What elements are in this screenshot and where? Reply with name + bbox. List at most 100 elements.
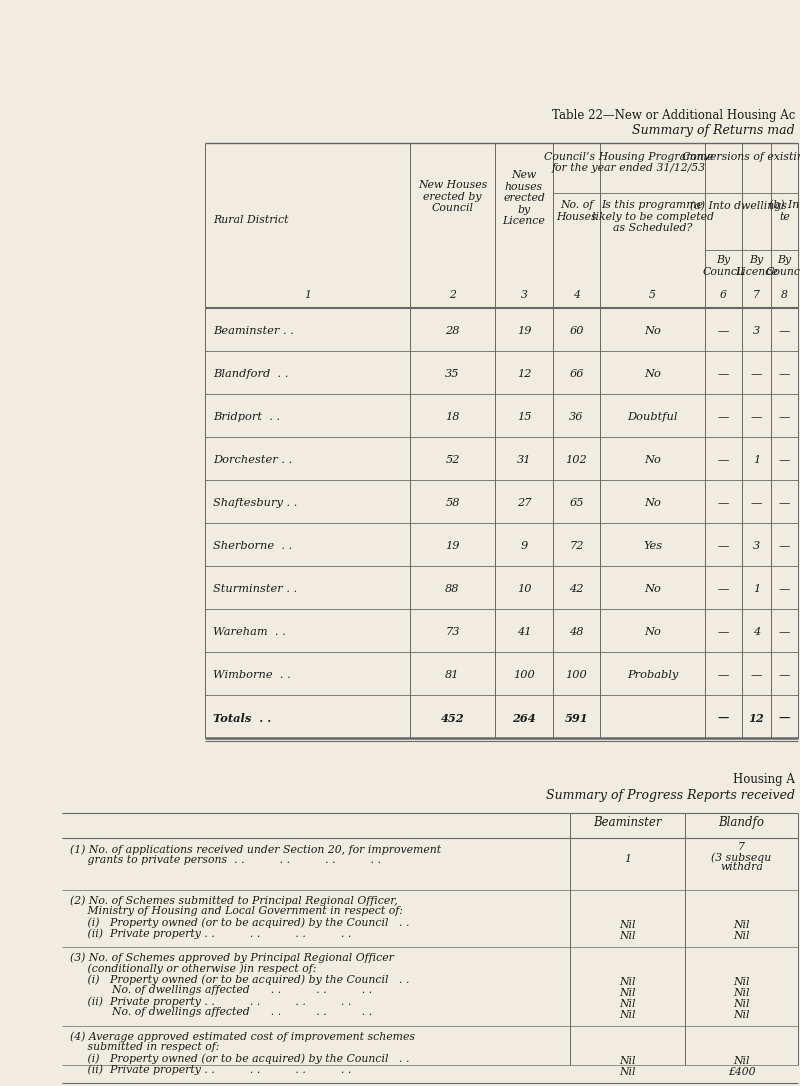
Text: withdra: withdra — [720, 862, 763, 872]
Text: Sherborne  . .: Sherborne . . — [213, 541, 292, 551]
Text: 88: 88 — [446, 584, 460, 594]
Text: Sturminster . .: Sturminster . . — [213, 584, 298, 594]
Text: Nil: Nil — [619, 931, 636, 940]
Text: No. of
Houses: No. of Houses — [556, 200, 597, 222]
Text: Nil: Nil — [734, 988, 750, 998]
Text: 7: 7 — [738, 842, 745, 853]
Text: (3 subsequ: (3 subsequ — [711, 853, 772, 862]
Text: Blandford  . .: Blandford . . — [213, 369, 288, 379]
Text: Wareham  . .: Wareham . . — [213, 627, 286, 637]
Text: Bridport  . .: Bridport . . — [213, 412, 280, 422]
Text: 3: 3 — [753, 326, 760, 336]
Text: 9: 9 — [520, 541, 528, 551]
Text: Shaftesbury . .: Shaftesbury . . — [213, 498, 298, 508]
Text: —: — — [779, 455, 790, 465]
Text: 31: 31 — [517, 455, 531, 465]
Text: Totals  . .: Totals . . — [213, 712, 271, 723]
Text: 100: 100 — [566, 670, 587, 680]
Text: No: No — [644, 455, 661, 465]
Text: Beaminster . .: Beaminster . . — [213, 326, 294, 336]
Text: Housing A: Housing A — [733, 773, 795, 786]
Text: 3: 3 — [753, 541, 760, 551]
Text: Nil: Nil — [734, 999, 750, 1009]
Text: —: — — [751, 670, 762, 680]
Text: 1: 1 — [753, 455, 760, 465]
Text: 12: 12 — [749, 712, 764, 723]
Text: £400: £400 — [728, 1068, 755, 1077]
Text: (2) No. of Schemes submitted to Principal Regional Officer,: (2) No. of Schemes submitted to Principa… — [70, 895, 398, 906]
Text: By
Counci: By Counci — [766, 255, 800, 277]
Text: 1: 1 — [753, 584, 760, 594]
Text: Council’s Housing Programme: Council’s Housing Programme — [544, 152, 714, 162]
Text: (i)   Property owned (or to be acquired) by the Council   . .: (i) Property owned (or to be acquired) b… — [70, 974, 410, 985]
Text: Rural District: Rural District — [213, 215, 289, 225]
Text: 591: 591 — [565, 712, 588, 723]
Text: No: No — [644, 627, 661, 637]
Text: (ii)  Private property . .          . .          . .          . .: (ii) Private property . . . . . . . . — [70, 929, 351, 938]
Text: 18: 18 — [446, 412, 460, 422]
Text: —: — — [718, 412, 729, 422]
Text: (ii)  Private property . .          . .          . .          . .: (ii) Private property . . . . . . . . — [70, 1064, 351, 1074]
Text: —: — — [779, 584, 790, 594]
Text: —: — — [751, 498, 762, 508]
Text: 7: 7 — [753, 290, 760, 300]
Text: —: — — [718, 455, 729, 465]
Text: 81: 81 — [446, 670, 460, 680]
Text: Beaminster: Beaminster — [594, 816, 662, 829]
Text: (3) No. of Schemes approved by Principal Regional Officer: (3) No. of Schemes approved by Principal… — [70, 952, 394, 962]
Text: Nil: Nil — [619, 1056, 636, 1066]
Text: 452: 452 — [441, 712, 464, 723]
Text: grants to private persons  . .          . .          . .          . .: grants to private persons . . . . . . . … — [70, 855, 381, 866]
Text: Summary of Progress Reports received: Summary of Progress Reports received — [546, 790, 795, 801]
Text: No: No — [644, 584, 661, 594]
Text: Nil: Nil — [619, 977, 636, 987]
Text: —: — — [779, 412, 790, 422]
Text: By
Licence: By Licence — [735, 255, 778, 277]
Text: No. of dwellings affected      . .          . .          . .: No. of dwellings affected . . . . . . — [70, 1007, 372, 1016]
Text: 10: 10 — [517, 584, 531, 594]
Text: 1: 1 — [624, 854, 631, 864]
Text: —: — — [779, 498, 790, 508]
Text: —: — — [779, 326, 790, 336]
Text: 72: 72 — [570, 541, 584, 551]
Text: No: No — [644, 326, 661, 336]
Text: New Houses
erected by
Council: New Houses erected by Council — [418, 180, 487, 213]
Text: Nil: Nil — [734, 920, 750, 930]
Text: 19: 19 — [446, 541, 460, 551]
Text: 73: 73 — [446, 627, 460, 637]
Text: Table 22—New or Additional Housing Ac: Table 22—New or Additional Housing Ac — [552, 109, 795, 122]
Text: Nil: Nil — [619, 920, 636, 930]
Text: 52: 52 — [446, 455, 460, 465]
Text: —: — — [718, 712, 729, 723]
Text: 35: 35 — [446, 369, 460, 379]
Text: (a) Into dwellings: (a) Into dwellings — [690, 200, 786, 211]
Text: Nil: Nil — [619, 988, 636, 998]
Text: (b) In
te: (b) In te — [770, 200, 800, 222]
Text: (conditionally or otherwise )in respect of:: (conditionally or otherwise )in respect … — [70, 963, 316, 973]
Text: submitted in respect of:: submitted in respect of: — [70, 1041, 219, 1052]
Text: 264: 264 — [512, 712, 536, 723]
Text: —: — — [779, 670, 790, 680]
Text: for the year ended 31/12/53: for the year ended 31/12/53 — [552, 163, 706, 173]
Text: —: — — [779, 369, 790, 379]
Text: (i)   Property owned (or to be acquired) by the Council   . .: (i) Property owned (or to be acquired) b… — [70, 917, 410, 927]
Text: 27: 27 — [517, 498, 531, 508]
Text: 65: 65 — [570, 498, 584, 508]
Text: Nil: Nil — [619, 1068, 636, 1077]
Text: 2: 2 — [449, 290, 456, 300]
Text: Blandfo: Blandfo — [718, 816, 765, 829]
Text: 48: 48 — [570, 627, 584, 637]
Text: —: — — [751, 412, 762, 422]
Text: Nil: Nil — [734, 1010, 750, 1020]
Text: 41: 41 — [517, 627, 531, 637]
Text: Doubtful: Doubtful — [627, 412, 678, 422]
Text: —: — — [779, 627, 790, 637]
Text: 15: 15 — [517, 412, 531, 422]
Text: 66: 66 — [570, 369, 584, 379]
Text: 6: 6 — [720, 290, 727, 300]
Text: By
Council: By Council — [702, 255, 745, 277]
Text: (i)   Property owned (or to be acquired) by the Council   . .: (i) Property owned (or to be acquired) b… — [70, 1053, 410, 1063]
Text: Is this programme
likely to be completed
as Scheduled?: Is this programme likely to be completed… — [591, 200, 714, 233]
Text: (1) No. of applications received under Section 20, for improvement: (1) No. of applications received under S… — [70, 844, 441, 855]
Text: Yes: Yes — [643, 541, 662, 551]
